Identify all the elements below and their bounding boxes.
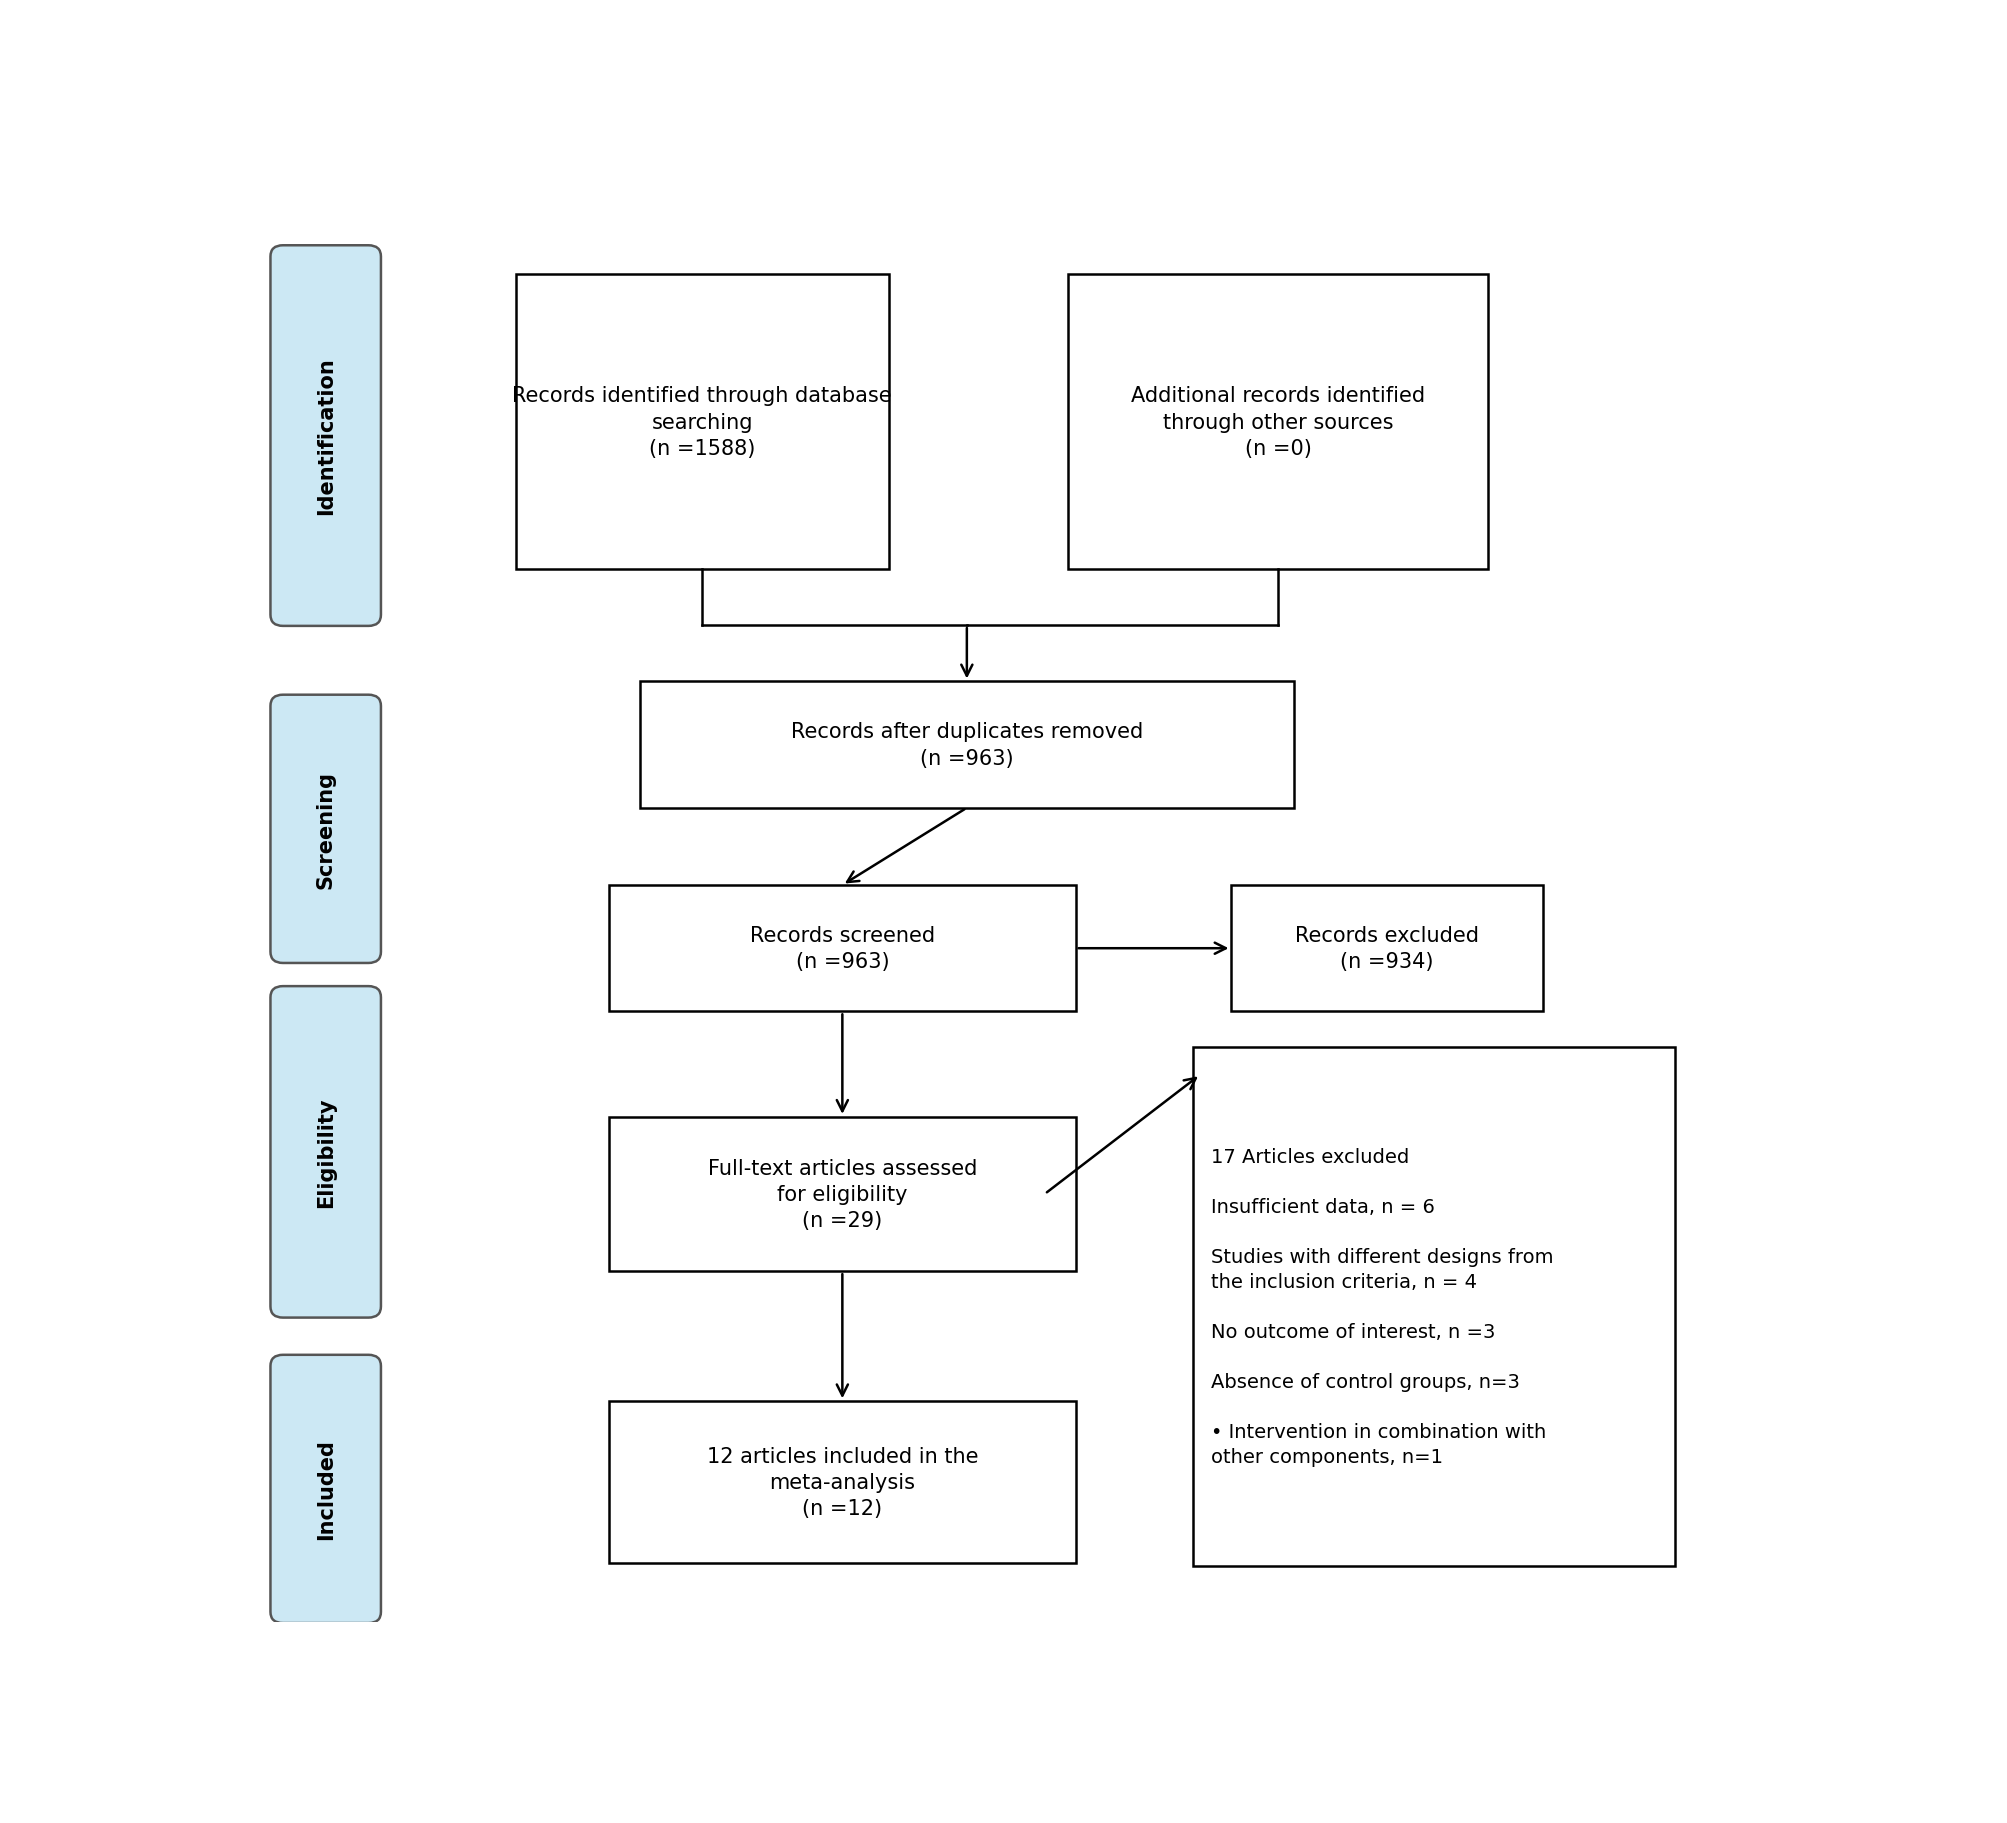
FancyBboxPatch shape bbox=[1192, 1046, 1674, 1566]
Text: Records screened
(n =963): Records screened (n =963) bbox=[749, 926, 935, 972]
FancyBboxPatch shape bbox=[271, 1354, 381, 1622]
FancyBboxPatch shape bbox=[640, 682, 1293, 808]
FancyBboxPatch shape bbox=[608, 1117, 1076, 1272]
FancyBboxPatch shape bbox=[516, 275, 889, 569]
FancyBboxPatch shape bbox=[608, 1402, 1076, 1562]
Text: 17 Articles excluded

Insufficient data, n = 6

Studies with different designs f: 17 Articles excluded Insufficient data, … bbox=[1210, 1147, 1553, 1466]
FancyBboxPatch shape bbox=[608, 886, 1076, 1012]
Text: Records identified through database
searching
(n =1588): Records identified through database sear… bbox=[512, 386, 891, 459]
FancyBboxPatch shape bbox=[1068, 275, 1487, 569]
FancyBboxPatch shape bbox=[271, 695, 381, 963]
Text: Identification: Identification bbox=[315, 357, 335, 516]
FancyBboxPatch shape bbox=[1230, 886, 1541, 1012]
Text: Records after duplicates removed
(n =963): Records after duplicates removed (n =963… bbox=[791, 722, 1142, 767]
Text: Eligibility: Eligibility bbox=[315, 1097, 335, 1207]
Text: 12 articles included in the
meta-analysis
(n =12): 12 articles included in the meta-analysi… bbox=[706, 1446, 977, 1519]
FancyBboxPatch shape bbox=[271, 986, 381, 1318]
FancyBboxPatch shape bbox=[271, 246, 381, 627]
Text: Full-text articles assessed
for eligibility
(n =29): Full-text articles assessed for eligibil… bbox=[706, 1158, 977, 1231]
Text: Additional records identified
through other sources
(n =0): Additional records identified through ot… bbox=[1130, 386, 1425, 459]
Text: Records excluded
(n =934): Records excluded (n =934) bbox=[1295, 926, 1479, 972]
Text: Included: Included bbox=[315, 1438, 335, 1540]
Text: Screening: Screening bbox=[315, 771, 335, 888]
